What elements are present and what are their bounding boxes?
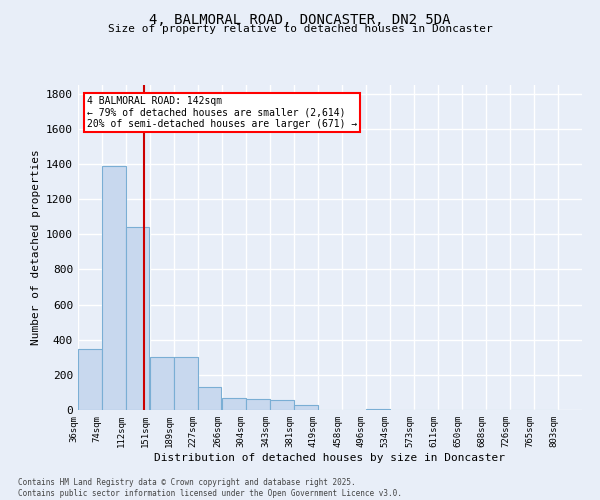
Text: Contains HM Land Registry data © Crown copyright and database right 2025.
Contai: Contains HM Land Registry data © Crown c…	[18, 478, 402, 498]
Bar	[294, 404, 318, 410]
Bar	[270, 400, 294, 410]
Bar	[197, 387, 221, 410]
Text: 4, BALMORAL ROAD, DONCASTER, DN2 5DA: 4, BALMORAL ROAD, DONCASTER, DN2 5DA	[149, 12, 451, 26]
Bar	[366, 409, 390, 410]
Bar	[78, 348, 102, 410]
Bar	[174, 358, 197, 410]
Bar	[102, 166, 125, 410]
Bar	[125, 228, 149, 410]
Bar	[246, 400, 269, 410]
Y-axis label: Number of detached properties: Number of detached properties	[31, 150, 41, 346]
Text: Size of property relative to detached houses in Doncaster: Size of property relative to detached ho…	[107, 24, 493, 34]
Bar	[222, 398, 246, 410]
X-axis label: Distribution of detached houses by size in Doncaster: Distribution of detached houses by size …	[155, 452, 505, 462]
Text: 4 BALMORAL ROAD: 142sqm
← 79% of detached houses are smaller (2,614)
20% of semi: 4 BALMORAL ROAD: 142sqm ← 79% of detache…	[87, 96, 357, 128]
Bar	[150, 358, 174, 410]
